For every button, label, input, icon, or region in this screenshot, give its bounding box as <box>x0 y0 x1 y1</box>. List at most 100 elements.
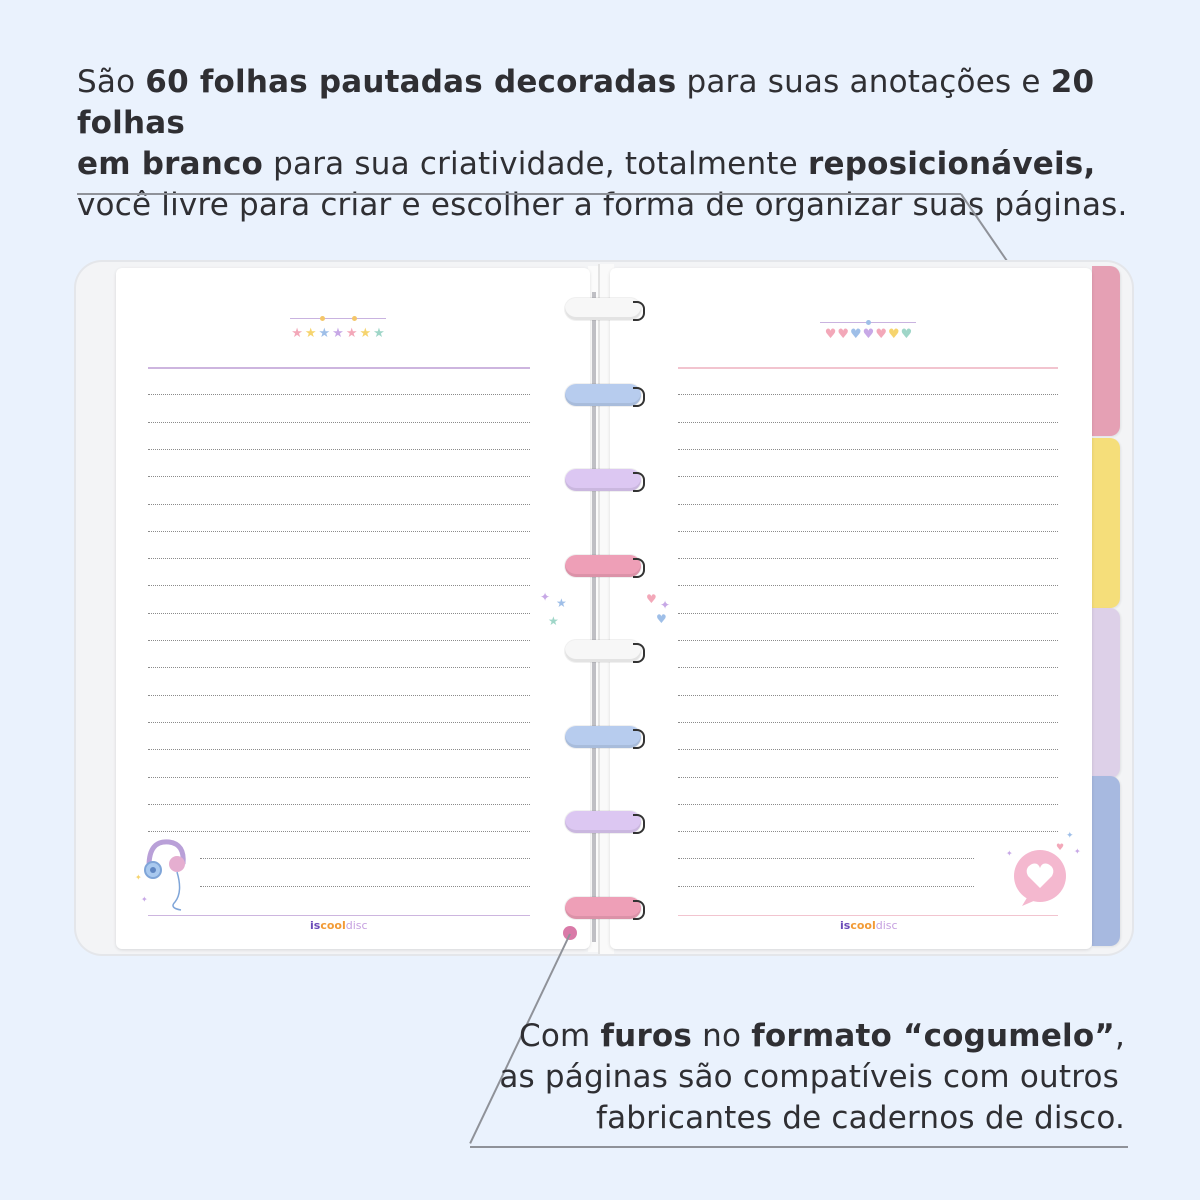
bottom-caption-underline <box>470 1146 1128 1148</box>
ruled-bottom-line <box>678 915 1058 916</box>
divider-tab-blue[interactable] <box>1092 776 1120 946</box>
right-page <box>610 268 1092 949</box>
ruled-line <box>678 721 1058 723</box>
iscooldisc-logo-right: iscooldisc <box>840 919 898 932</box>
caption-text: Com <box>519 1018 601 1054</box>
ruled-line <box>678 831 1058 833</box>
caption-text: para sua criatividade, totalmente <box>263 146 808 182</box>
caption-emphasis: em branco <box>77 146 264 182</box>
caption-text: no <box>692 1018 752 1054</box>
ruled-line <box>148 448 530 450</box>
sparkle-decoration-right: ✦ <box>660 598 671 612</box>
ruled-line <box>148 530 530 532</box>
right-ruled-lines <box>678 367 1058 919</box>
ruled-line <box>148 803 530 805</box>
ruled-line <box>678 749 1058 751</box>
ruled-line <box>148 640 530 641</box>
ruled-line <box>148 749 530 751</box>
ruled-line <box>678 476 1058 478</box>
caption-top: São 60 folhas pautadas decoradas para su… <box>77 62 1167 226</box>
ruled-line <box>678 885 974 887</box>
caption-emphasis: furos <box>600 1018 693 1054</box>
caption-emphasis: reposicionáveis, <box>807 146 1096 182</box>
logo-cool: cool <box>320 919 346 932</box>
ruled-top-line <box>148 367 530 369</box>
caption-top-line-3: você livre para criar e escolher a forma… <box>77 185 1167 226</box>
ruled-line <box>678 448 1058 450</box>
ruled-line <box>148 831 530 833</box>
iscooldisc-logo-left: iscooldisc <box>310 919 368 932</box>
binding-disc-blue <box>565 725 645 749</box>
ruled-line <box>148 667 530 669</box>
right-header-bar-dot <box>866 320 871 325</box>
caption-text: São <box>77 64 146 100</box>
logo-disc: disc <box>875 919 898 932</box>
svg-text:✦: ✦ <box>135 873 142 882</box>
caption-emphasis: formato “cogumelo” <box>751 1018 1115 1054</box>
left-page <box>116 268 590 949</box>
heart-speech-bubble-icon: ✦ ♥ ✦ ✦ <box>1004 826 1084 910</box>
caption-bottom-line-2: as páginas são compatíveis com outros <box>425 1057 1119 1098</box>
left-header-bar-dot <box>320 316 325 321</box>
svg-text:✦: ✦ <box>1074 847 1081 856</box>
caption-text: fabricantes de cadernos de disco. <box>595 1100 1125 1136</box>
caption-text: as páginas são compatíveis com outros <box>499 1059 1119 1095</box>
binding-disc-blue <box>565 383 645 407</box>
ruled-line <box>148 612 530 614</box>
caption-text: para suas anotações e <box>676 64 1051 100</box>
caption-bottom: Com furos no formato “cogumelo”, as pági… <box>425 1016 1125 1139</box>
binding-disc-pink <box>565 554 645 578</box>
ruled-line <box>678 558 1058 560</box>
logo-disc: disc <box>345 919 368 932</box>
caption-top-line-2: em branco para sua criatividade, totalme… <box>77 144 1167 185</box>
caption-emphasis: 60 folhas pautadas decoradas <box>145 64 677 100</box>
left-header-bar-dot <box>352 316 357 321</box>
sparkle-decoration-left: ★ <box>556 596 567 610</box>
svg-text:✦: ✦ <box>141 895 148 904</box>
ruled-line <box>678 694 1058 696</box>
ruled-line <box>678 585 1058 587</box>
caption-emphasis: 20 folhas <box>77 64 1095 141</box>
hearts-row-icon: ♥♥♥♥♥♥♥ <box>824 327 914 342</box>
sparkle-decoration-left: ✦ <box>540 590 551 604</box>
ruled-line <box>678 776 1058 778</box>
divider-tab-pink[interactable] <box>1092 266 1120 436</box>
ruled-line <box>148 721 530 723</box>
ruled-line <box>678 640 1058 641</box>
divider-tab-lavender[interactable] <box>1092 608 1120 778</box>
ruled-top-line <box>678 367 1058 369</box>
ruled-line <box>678 803 1058 805</box>
bottom-callout-dot <box>563 926 577 940</box>
ruled-line <box>678 612 1058 614</box>
logo-is: is <box>310 919 321 932</box>
ruled-line <box>148 503 530 505</box>
divider-tab-yellow[interactable] <box>1092 438 1120 608</box>
svg-text:✦: ✦ <box>1006 849 1013 858</box>
disc-spine <box>592 292 596 942</box>
caption-top-line-1: São 60 folhas pautadas decoradas para su… <box>77 62 1167 144</box>
ruled-line <box>148 476 530 478</box>
ruled-line <box>678 858 974 860</box>
ruled-line <box>678 503 1058 505</box>
ruled-line <box>148 776 530 778</box>
stars-row-icon: ★★★★★★★ <box>291 326 387 341</box>
left-ruled-lines <box>148 367 530 919</box>
ruled-line <box>148 585 530 587</box>
caption-text: , <box>1114 1018 1125 1054</box>
logo-is: is <box>840 919 851 932</box>
binding-disc-lilac <box>565 469 645 492</box>
svg-text:✦: ✦ <box>1066 831 1074 841</box>
headphones-icon: ✦ ✦ <box>135 836 195 912</box>
ruled-line <box>148 694 530 696</box>
ruled-bottom-line <box>148 915 530 916</box>
top-caption-underline <box>77 193 961 195</box>
logo-cool: cool <box>850 919 876 932</box>
ruled-line <box>678 530 1058 532</box>
left-header-bar <box>290 318 386 319</box>
binding-disc-white <box>565 640 645 663</box>
ruled-line <box>200 885 530 887</box>
heart-decoration-right: ♥ <box>646 592 657 606</box>
ruled-line <box>200 858 530 860</box>
sparkle-decoration-left: ★ <box>548 614 559 628</box>
binding-disc-lilac <box>565 811 645 834</box>
